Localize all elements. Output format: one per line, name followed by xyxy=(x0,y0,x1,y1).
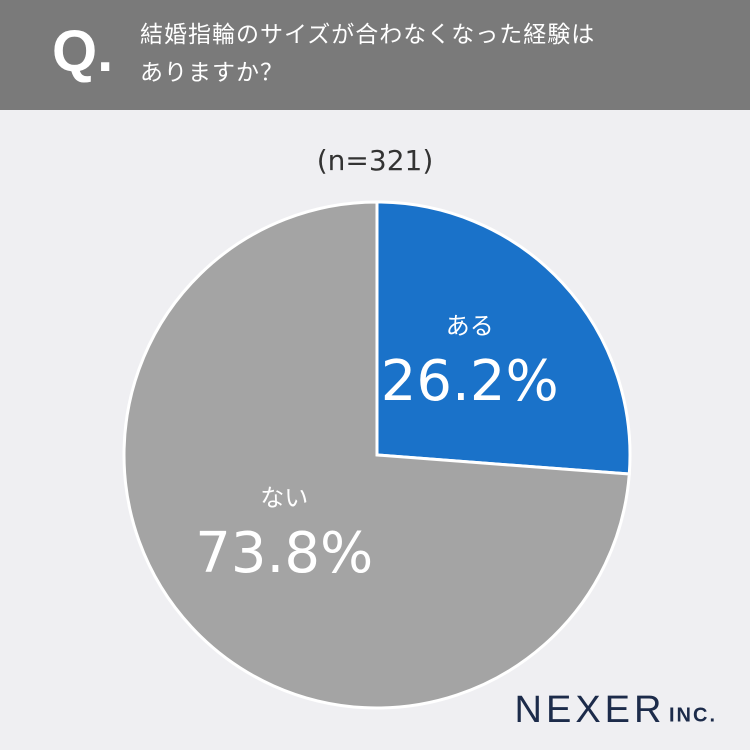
logo-suffix: INC. xyxy=(669,704,717,726)
chart-subtitle: (n=321) xyxy=(317,144,434,177)
question-mark: Q. xyxy=(52,19,114,84)
slice-label: ない xyxy=(260,484,308,512)
value-label: 73.8% xyxy=(195,521,373,586)
pie-slice xyxy=(122,200,631,710)
chart-title: 結婚指輪のサイズが合わなくなった経験は ありますか？ xyxy=(140,22,596,86)
logo: NEXER xyxy=(515,689,666,731)
pie-slice xyxy=(375,200,632,476)
pie xyxy=(122,200,632,710)
value-label: 26.2% xyxy=(381,349,559,414)
slice-label: ある xyxy=(446,312,494,340)
header: Q. 結婚指輪のサイズが合わなくなった経験は ありますか？ xyxy=(0,0,750,110)
